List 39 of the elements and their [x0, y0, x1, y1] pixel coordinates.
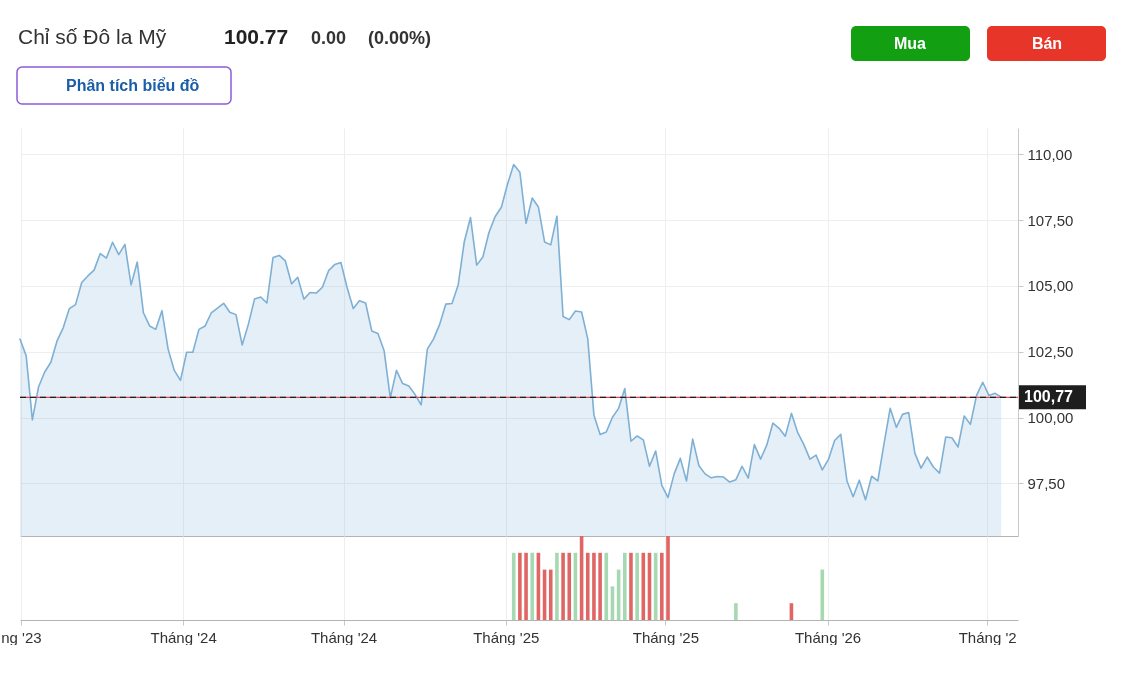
- bar: [623, 552, 627, 620]
- text: Bán: [1031, 35, 1063, 52]
- text: 100.77: [224, 25, 289, 48]
- x-tick-label: Tháng '26: [794, 628, 862, 646]
- x-tick-label: ng '23: [1, 628, 42, 646]
- bar: [555, 552, 559, 620]
- bar: [629, 552, 633, 620]
- y-tick-label: 105,00: [1027, 277, 1074, 295]
- x-tick-label: Tháng '24: [310, 628, 378, 646]
- bar: [604, 552, 609, 620]
- y-tick-label: 102,50: [1027, 343, 1074, 361]
- bar: [598, 552, 602, 620]
- y-tick-label: 97,50: [1027, 474, 1066, 492]
- bar: [660, 552, 664, 620]
- ref-line-label: 100,77: [1024, 388, 1074, 406]
- bar: [592, 552, 596, 620]
- text: (0.00%): [368, 28, 432, 48]
- bar: [567, 552, 572, 620]
- x-tick-label: Tháng '25: [473, 628, 540, 646]
- text: Mua: [894, 35, 927, 52]
- text: Phân tích biểu đồ: [66, 77, 200, 94]
- x-tick-label: Tháng '25: [632, 628, 699, 646]
- bar: [524, 552, 528, 620]
- bar: [511, 552, 516, 620]
- bar: [734, 603, 738, 620]
- bar: [518, 552, 522, 620]
- chart-title: Chỉ số Đô la Mỹ: [18, 25, 167, 48]
- x-tick-label: Tháng '2: [958, 628, 1017, 646]
- bar: [585, 552, 590, 620]
- bar: [635, 552, 639, 620]
- bar: [561, 552, 565, 620]
- text: 0.00: [311, 28, 347, 48]
- bar: [548, 569, 553, 620]
- x-tick-label: Tháng '24: [150, 628, 217, 646]
- y-tick-label: 110,00: [1027, 145, 1073, 163]
- y-tick-label: 107,50: [1027, 211, 1074, 229]
- y-tick-label: 100,00: [1027, 409, 1074, 427]
- bar: [530, 552, 535, 620]
- bar: [820, 569, 825, 620]
